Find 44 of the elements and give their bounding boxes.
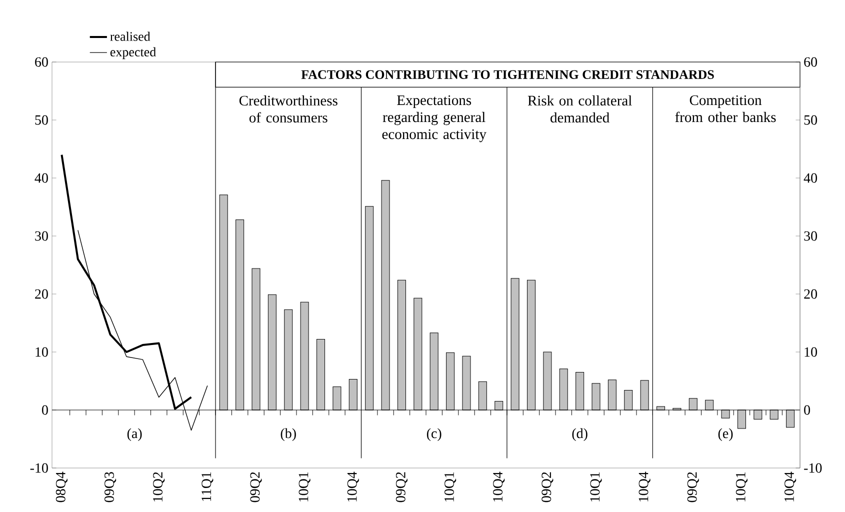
x-tick-label: 08Q4 (56, 472, 68, 502)
annotation: (a) (127, 428, 142, 441)
legend-label: realised (110, 32, 150, 41)
annotation: (b) (280, 428, 296, 441)
annotation: (c) (426, 428, 442, 441)
y-tick-label: 50 (804, 115, 818, 125)
y-tick-label: 60 (804, 57, 818, 67)
y2-tick-label: 20 (35, 289, 48, 299)
x-tick-label: 10Q1 (736, 472, 748, 502)
x-tick-label: 10Q4 (493, 472, 505, 502)
y2-tick-label: 60 (35, 57, 48, 67)
x-tick-label: 09Q2 (687, 472, 699, 502)
x-tick-label: 10Q4 (347, 472, 359, 502)
y-tick-label: 0 (804, 405, 810, 415)
y2-tick-label: 10 (36, 347, 48, 357)
x-tick-label: 10Q1 (444, 472, 456, 502)
x-tick-label: 10Q2 (153, 472, 165, 502)
y2-tick-label: 40 (34, 173, 48, 183)
y2-tick-label: 50 (35, 115, 48, 125)
annotation: (e) (718, 428, 733, 441)
annotation: Expectations regarding general economic activity (382, 95, 486, 142)
y-tick-label: -10 (804, 463, 822, 473)
legend-label: expected (110, 47, 156, 60)
annotation: Risk on collateral demanded (528, 95, 632, 123)
x-tick-label: 09Q3 (104, 472, 116, 502)
y2-tick-label: 0 (42, 405, 48, 415)
chart-subtitle: FACTORS CONTRIBUTING TO TIGHTENING CREDIT STANDARDS (301, 70, 714, 79)
y-tick-label: 10 (804, 347, 818, 357)
x-tick-label: 11Q1 (202, 472, 214, 501)
y-tick-label: 30 (804, 231, 818, 241)
annotation: Creditworthiness of consumers (239, 95, 338, 123)
y2-tick-label: -10 (30, 463, 48, 473)
x-tick-label: 10Q4 (638, 472, 650, 502)
x-tick-label: 09Q2 (250, 472, 262, 502)
annotation: Competition from other banks (675, 95, 776, 122)
x-tick-label: 10Q1 (298, 472, 310, 502)
y-tick-label: 40 (804, 173, 818, 183)
annotation: (d) (572, 428, 588, 441)
x-tick-label: 10Q4 (784, 472, 796, 502)
y-tick-label: 20 (804, 289, 818, 299)
x-tick-label: 09Q2 (542, 472, 554, 502)
y2-tick-label: 30 (35, 231, 48, 241)
x-tick-label: 10Q1 (590, 472, 602, 502)
x-tick-label: 09Q2 (396, 472, 408, 502)
